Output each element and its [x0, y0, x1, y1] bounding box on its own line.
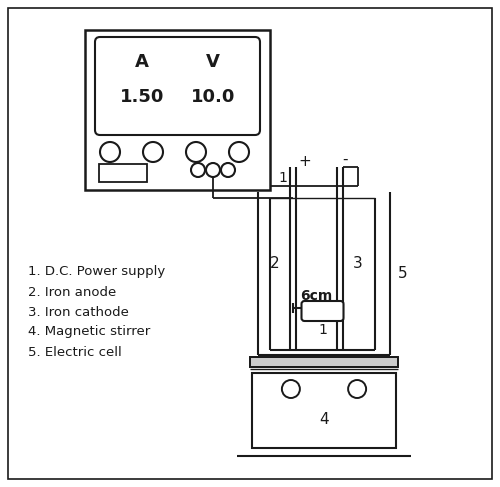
Circle shape [221, 163, 235, 177]
Bar [250, 357, 398, 367]
Text: 2: 2 [270, 256, 280, 270]
FancyBboxPatch shape [302, 301, 344, 321]
Text: 1: 1 [318, 323, 327, 337]
Bar [250, 357, 398, 367]
Circle shape [206, 163, 220, 177]
Text: 2. Iron anode: 2. Iron anode [28, 285, 116, 299]
Circle shape [143, 142, 163, 162]
Text: -: - [342, 151, 348, 167]
Text: 4: 4 [319, 412, 329, 427]
Circle shape [282, 380, 300, 398]
Circle shape [229, 142, 249, 162]
Text: 1.50: 1.50 [120, 88, 164, 106]
Bar [85, 30, 270, 190]
Text: 5: 5 [398, 266, 407, 281]
Text: 4. Magnetic stirrer: 4. Magnetic stirrer [28, 325, 150, 338]
Text: +: + [298, 154, 312, 169]
Circle shape [100, 142, 120, 162]
Text: 3: 3 [353, 256, 363, 270]
FancyBboxPatch shape [95, 37, 260, 135]
Circle shape [191, 163, 205, 177]
Text: 1. D.C. Power supply: 1. D.C. Power supply [28, 265, 165, 279]
Text: A: A [135, 53, 149, 71]
Text: 1: 1 [278, 171, 287, 185]
Circle shape [348, 380, 366, 398]
Bar [252, 373, 396, 448]
Bar [99, 164, 147, 182]
Text: 5. Electric cell: 5. Electric cell [28, 345, 122, 358]
Text: 10.0: 10.0 [191, 88, 236, 106]
Text: 3. Iron cathode: 3. Iron cathode [28, 305, 129, 318]
Circle shape [186, 142, 206, 162]
Text: 6cm: 6cm [300, 289, 332, 303]
Text: V: V [206, 53, 220, 71]
